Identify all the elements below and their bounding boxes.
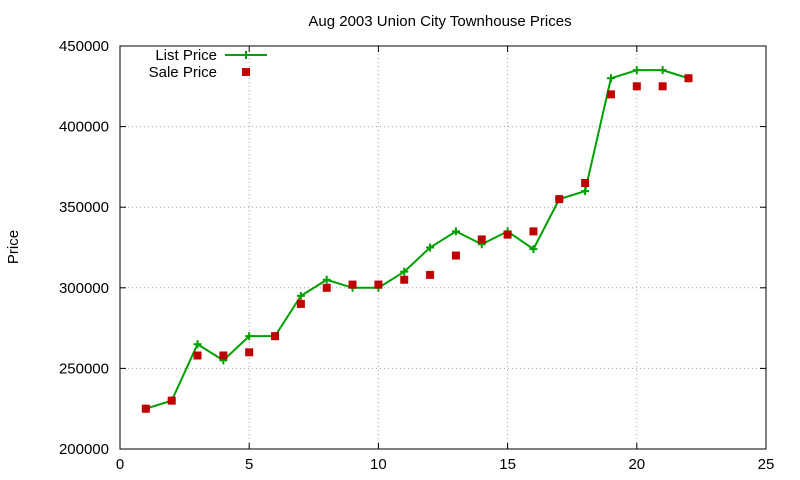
list-price-line bbox=[145, 69, 689, 410]
x-tick-label: 10 bbox=[370, 456, 387, 473]
sale-price-point bbox=[684, 74, 693, 83]
y-axis-label: Price bbox=[5, 230, 22, 264]
sale-price-point bbox=[348, 280, 357, 289]
list-price-point bbox=[400, 267, 409, 276]
list-price-point bbox=[426, 243, 435, 252]
sale-price-point bbox=[426, 270, 435, 279]
x-tick-label: 20 bbox=[628, 456, 645, 473]
sale-price-point bbox=[141, 404, 150, 413]
list-price-point bbox=[322, 275, 331, 284]
legend-label: List Price bbox=[155, 47, 217, 64]
sale-price-point bbox=[271, 332, 280, 341]
sale-price-point bbox=[374, 280, 383, 289]
sale-price-point bbox=[193, 351, 202, 360]
y-tick-label: 200000 bbox=[59, 441, 109, 458]
sale-price-point bbox=[606, 90, 615, 99]
series-sale-price bbox=[141, 74, 693, 413]
axis-ticks: 0 5 10 15 20 25 200000 250000 300000 350000 400000… bbox=[59, 38, 774, 473]
y-tick-label: 350000 bbox=[59, 199, 109, 216]
legend-swatch-marker bbox=[242, 51, 250, 59]
sale-price-point bbox=[581, 179, 590, 188]
list-price-point bbox=[658, 66, 667, 75]
sale-price-point bbox=[245, 348, 254, 357]
x-tick-label: 25 bbox=[758, 456, 775, 473]
sale-price-point bbox=[632, 82, 641, 91]
list-price-point bbox=[581, 187, 590, 196]
sale-price-point bbox=[658, 82, 667, 91]
legend-label: Sale Price bbox=[149, 64, 217, 81]
list-price-point bbox=[296, 291, 305, 300]
x-tick-label: 5 bbox=[245, 456, 253, 473]
y-tick-label: 250000 bbox=[59, 360, 109, 377]
list-price-point bbox=[529, 245, 538, 254]
sale-price-point bbox=[219, 351, 228, 360]
sale-price-point bbox=[503, 230, 512, 239]
plot-series bbox=[141, 66, 693, 413]
y-tick-label: 400000 bbox=[59, 119, 109, 136]
series-list-price bbox=[141, 66, 693, 413]
sale-price-point bbox=[529, 227, 538, 236]
sale-price-point bbox=[555, 195, 564, 204]
sale-price-point bbox=[322, 283, 331, 292]
x-tick-label: 0 bbox=[116, 456, 124, 473]
sale-price-point bbox=[451, 251, 460, 260]
list-price-point bbox=[632, 66, 641, 75]
sale-price-point bbox=[477, 235, 486, 244]
legend-swatch-marker bbox=[242, 68, 250, 76]
sale-price-point bbox=[167, 396, 176, 405]
x-tick-label: 15 bbox=[499, 456, 516, 473]
sale-price-point bbox=[296, 299, 305, 308]
grid bbox=[120, 46, 766, 449]
list-price-point bbox=[451, 227, 460, 236]
sale-price-point bbox=[400, 275, 409, 284]
list-price-point bbox=[193, 340, 202, 349]
list-price-point bbox=[606, 74, 615, 83]
list-price-point bbox=[245, 332, 254, 341]
plot-frame bbox=[119, 45, 767, 450]
chart-title: Aug 2003 Union City Townhouse Prices bbox=[308, 13, 571, 30]
y-tick-label: 450000 bbox=[59, 38, 109, 55]
y-tick-label: 300000 bbox=[59, 280, 109, 297]
